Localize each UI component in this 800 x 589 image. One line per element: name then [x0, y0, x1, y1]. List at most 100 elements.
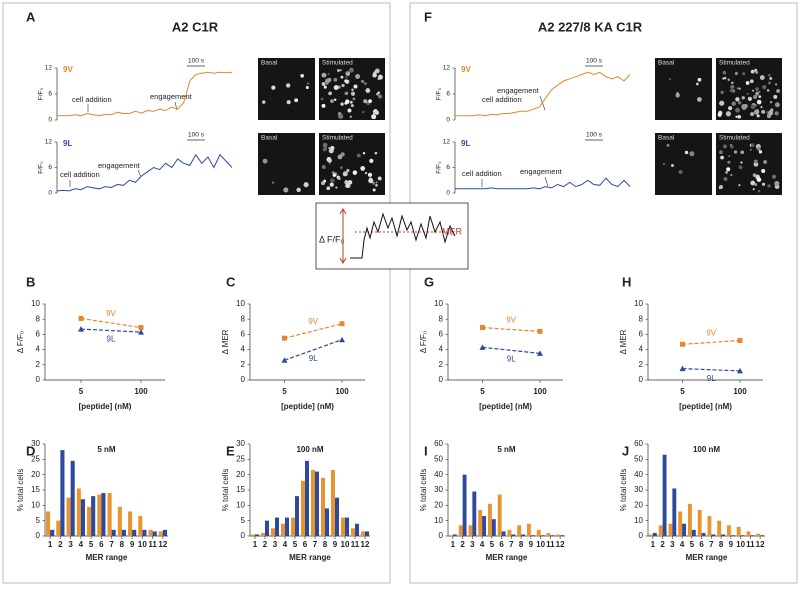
- x-tick-label: 6: [499, 540, 504, 549]
- cell: [374, 70, 378, 73]
- cell: [720, 90, 724, 94]
- x-tick-label: 5: [690, 540, 695, 549]
- bar: [305, 460, 309, 536]
- cell: [341, 83, 345, 88]
- y-tick-label: 10: [434, 299, 443, 308]
- bar: [717, 520, 722, 536]
- cell: [753, 161, 759, 167]
- marker: [537, 350, 543, 356]
- bar: [275, 517, 279, 536]
- cell: [717, 112, 722, 117]
- y-tick-label: 8: [639, 314, 644, 323]
- bar: [345, 517, 349, 536]
- y-tick-label: 10: [236, 500, 245, 509]
- y-tick-label: 15: [236, 485, 245, 494]
- cell: [345, 183, 350, 188]
- cell: [355, 74, 361, 79]
- cell: [360, 166, 366, 171]
- cell: [755, 91, 759, 96]
- y-tick-label: 6: [446, 91, 450, 98]
- cell: [369, 158, 374, 163]
- cell: [766, 89, 770, 92]
- cell: [731, 89, 736, 93]
- y-axis-label: Δ F/F₀: [16, 331, 25, 353]
- cell: [335, 186, 338, 189]
- cell: [737, 114, 742, 119]
- cell: [332, 173, 337, 177]
- cell: [350, 91, 356, 96]
- cell: [372, 72, 377, 78]
- x-tick-label: 7: [709, 540, 714, 549]
- y-tick-label: 20: [236, 470, 245, 479]
- cell: [749, 148, 752, 151]
- y-tick-label: 50: [434, 454, 443, 463]
- y-tick-label: 0: [48, 190, 52, 197]
- cell: [750, 143, 755, 147]
- cell: [339, 69, 342, 72]
- cell: [752, 173, 757, 177]
- panel-frame: [2, 2, 391, 584]
- cell: [775, 83, 778, 86]
- cell: [346, 168, 350, 173]
- bar: [56, 520, 61, 536]
- y-tick-label: 12: [443, 139, 451, 146]
- trace-line: [455, 177, 631, 190]
- x-tick-label: 8: [719, 540, 724, 549]
- inset-frame: [315, 202, 469, 270]
- y-axis-label: F/F₀: [436, 161, 443, 174]
- cell: [684, 150, 689, 155]
- image-label: Stimulated: [719, 60, 750, 67]
- bar: [672, 488, 677, 536]
- cell: [375, 181, 378, 184]
- cell: [761, 182, 766, 186]
- cell: [322, 147, 327, 152]
- bar: [472, 491, 477, 536]
- marker: [282, 335, 287, 341]
- y-tick-label: 10: [434, 516, 443, 525]
- bar: [111, 529, 116, 536]
- bar: [341, 517, 345, 536]
- bar: [285, 517, 289, 536]
- cell: [320, 97, 324, 101]
- cell: [735, 115, 738, 118]
- cell: [750, 69, 755, 74]
- y-tick-label: 12: [45, 139, 53, 146]
- cell: [750, 104, 756, 110]
- cell: [362, 110, 365, 114]
- y-tick-label: 40: [634, 470, 643, 479]
- cell: [756, 99, 762, 105]
- panel-letter: I: [424, 443, 428, 458]
- cell: [747, 96, 752, 101]
- marker: [479, 344, 486, 350]
- image-label: Stimulated: [719, 135, 750, 142]
- cell: [725, 111, 732, 117]
- y-tick-label: 60: [434, 439, 443, 448]
- bar: [281, 523, 285, 536]
- bar: [740, 535, 745, 536]
- series-label: 9L: [507, 354, 516, 363]
- cell: [737, 101, 742, 105]
- x-axis-label: [peptide] (nM): [79, 402, 132, 411]
- cell: [756, 146, 761, 151]
- cell: [678, 169, 683, 174]
- cell: [271, 181, 275, 184]
- y-tick-label: 20: [31, 470, 40, 479]
- scale-label: 100 s: [586, 132, 603, 139]
- x-axis-label: [peptide] (nM): [679, 402, 732, 411]
- y-axis-label: % total cells: [221, 469, 230, 512]
- series-label: 9L: [63, 139, 72, 148]
- bar: [121, 529, 126, 536]
- x-tick-label: 11: [351, 540, 360, 549]
- bar: [511, 534, 516, 536]
- cell: [727, 160, 731, 164]
- y-tick-label: 0: [446, 190, 450, 197]
- bar: [255, 534, 259, 536]
- cell: [353, 84, 358, 89]
- cell: [368, 178, 374, 184]
- cell: [730, 84, 735, 90]
- cell: [670, 164, 674, 168]
- x-tick-label: 5: [79, 387, 84, 396]
- x-tick-label: 7: [313, 540, 318, 549]
- x-tick-label: 3: [273, 540, 278, 549]
